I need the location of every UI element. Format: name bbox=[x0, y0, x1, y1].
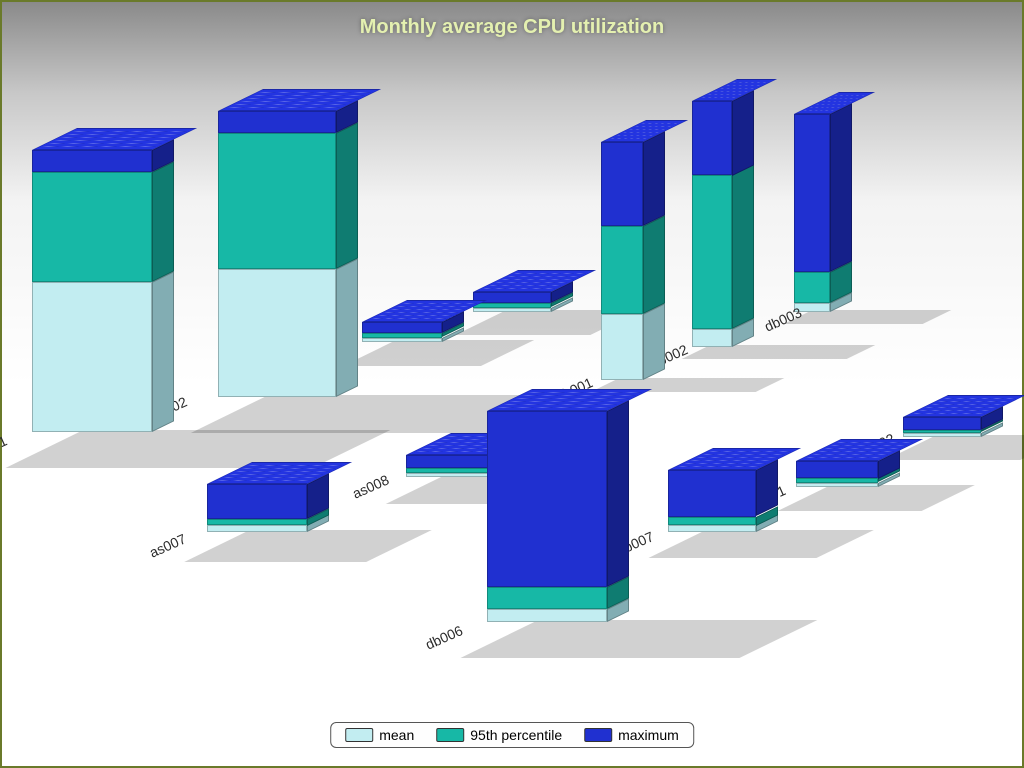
bar-shadow bbox=[648, 530, 874, 558]
bar-label: as001 bbox=[0, 432, 9, 462]
segment-mean bbox=[487, 609, 607, 622]
bar-label: db006 bbox=[423, 622, 465, 652]
segment-maximum bbox=[487, 411, 607, 587]
segment-p95 bbox=[692, 175, 732, 329]
bar-shadow bbox=[344, 340, 535, 366]
segment-maximum bbox=[796, 461, 878, 479]
chart-frame: Monthly average CPU utilization as006db0… bbox=[0, 0, 1024, 768]
bar-label: db003 bbox=[762, 304, 804, 334]
segment-p95 bbox=[487, 587, 607, 609]
legend-swatch-mean bbox=[345, 728, 373, 742]
bar-shadow bbox=[460, 620, 818, 658]
segment-maximum bbox=[406, 455, 498, 468]
segment-p95 bbox=[796, 478, 878, 482]
bar-shadow bbox=[777, 485, 975, 511]
segment-maximum bbox=[473, 292, 551, 303]
bar-shadow bbox=[184, 530, 431, 562]
segment-p95 bbox=[668, 517, 756, 526]
bar-label: as007 bbox=[147, 530, 188, 560]
segment-mean bbox=[692, 329, 732, 347]
chart-scene: as006db003as005db002db001as002as001iw002… bbox=[2, 2, 1022, 766]
legend-item-mean: mean bbox=[345, 727, 414, 743]
segment-mean bbox=[207, 525, 307, 532]
legend-label-maximum: maximum bbox=[618, 727, 679, 743]
legend-swatch-maximum bbox=[584, 728, 612, 742]
segment-maximum bbox=[32, 150, 152, 172]
legend-swatch-p95 bbox=[436, 728, 464, 742]
segment-p95 bbox=[207, 519, 307, 526]
segment-p95 bbox=[362, 333, 442, 337]
segment-p95 bbox=[903, 430, 981, 432]
segment-maximum bbox=[601, 142, 643, 226]
segment-mean bbox=[903, 433, 981, 437]
segment-maximum bbox=[362, 322, 442, 333]
legend-item-maximum: maximum bbox=[584, 727, 679, 743]
segment-p95 bbox=[218, 133, 336, 269]
segment-maximum bbox=[903, 417, 981, 430]
segment-maximum bbox=[668, 470, 756, 516]
bar-shadow bbox=[783, 310, 951, 324]
segment-p95 bbox=[406, 468, 498, 472]
segment-p95 bbox=[32, 172, 152, 282]
legend-item-p95: 95th percentile bbox=[436, 727, 562, 743]
segment-maximum bbox=[207, 484, 307, 519]
legend: mean 95th percentile maximum bbox=[330, 722, 694, 748]
segment-p95 bbox=[794, 272, 830, 303]
segment-maximum bbox=[794, 114, 830, 272]
segment-p95 bbox=[473, 303, 551, 307]
segment-mean bbox=[218, 269, 336, 397]
segment-mean bbox=[796, 483, 878, 487]
segment-mean bbox=[601, 314, 643, 380]
bar-label: as008 bbox=[350, 471, 391, 501]
segment-maximum bbox=[218, 111, 336, 133]
segment-mean bbox=[668, 525, 756, 532]
segment-mean bbox=[362, 338, 442, 342]
segment-p95 bbox=[601, 226, 643, 314]
segment-mean bbox=[473, 308, 551, 312]
legend-label-p95: 95th percentile bbox=[470, 727, 562, 743]
bar-shadow bbox=[682, 345, 876, 359]
segment-maximum bbox=[692, 101, 732, 176]
segment-mean bbox=[32, 282, 152, 432]
segment-mean bbox=[406, 473, 498, 477]
legend-label-mean: mean bbox=[379, 727, 414, 743]
